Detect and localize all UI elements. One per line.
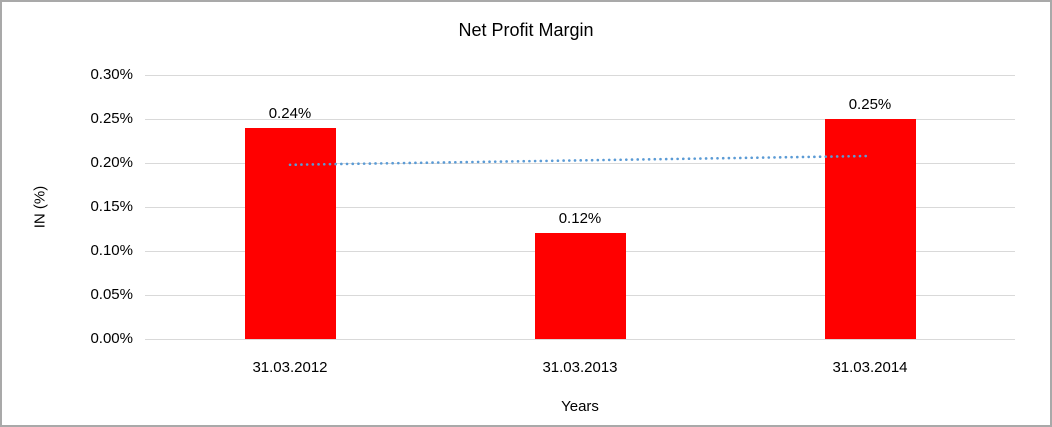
bar-31.03.2012	[244, 127, 336, 339]
gridline	[145, 118, 1015, 120]
y-tick-label: 0.10%	[90, 242, 133, 259]
bar-data-label: 0.12%	[558, 210, 602, 228]
bar-data-label: 0.24%	[268, 104, 312, 122]
x-category-label: 31.03.2014	[832, 359, 908, 376]
x-category-label: 31.03.2012	[252, 359, 328, 376]
y-tick-label: 0.25%	[90, 110, 133, 127]
gridline	[145, 74, 1015, 76]
y-tick-label: 0.00%	[90, 330, 133, 347]
bar-31.03.2013	[534, 233, 626, 339]
x-axis-title: Years	[561, 398, 599, 415]
plot-area: 0.24% 0.12% 0.25%	[145, 74, 1015, 340]
y-tick-label: 0.30%	[90, 66, 133, 83]
y-tick-label: 0.15%	[90, 198, 133, 215]
bar-data-label: 0.25%	[848, 96, 892, 113]
gridline	[145, 206, 1015, 208]
gridline	[145, 338, 1015, 340]
bar-31.03.2014	[824, 119, 916, 339]
chart-title: Net Profit Margin	[458, 20, 594, 40]
x-category-label: 31.03.2013	[542, 359, 618, 376]
y-tick-label: 0.20%	[90, 154, 133, 171]
y-tick-label: 0.05%	[90, 286, 133, 303]
